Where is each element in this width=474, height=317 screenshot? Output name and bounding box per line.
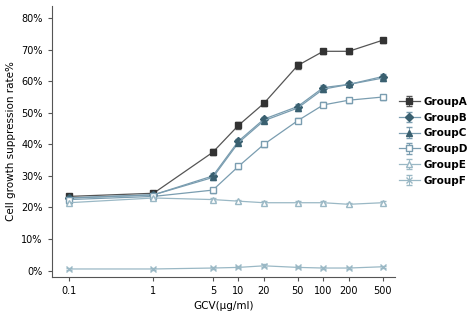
Legend: GroupA, GroupB, GroupC, GroupD, GroupE, GroupF: GroupA, GroupB, GroupC, GroupD, GroupE, … — [399, 97, 468, 185]
Y-axis label: Cell growth suppression rate%: Cell growth suppression rate% — [6, 61, 16, 221]
X-axis label: GCV(μg/ml): GCV(μg/ml) — [193, 301, 254, 311]
